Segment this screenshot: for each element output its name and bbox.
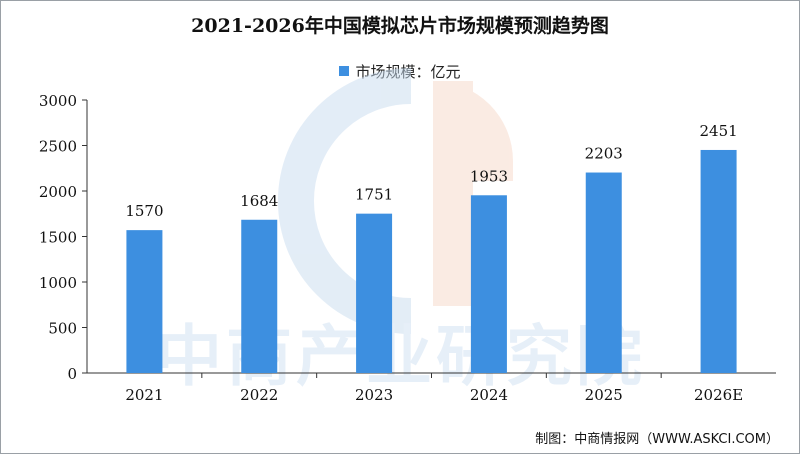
chart-title: 2021-2026年中国模拟芯片市场规模预测趋势图 xyxy=(191,15,609,37)
y-tick-label: 0 xyxy=(67,365,77,383)
bar xyxy=(700,149,737,373)
x-tick-label: 2025 xyxy=(585,386,623,404)
legend-swatch xyxy=(339,66,350,76)
source-note: 制图：中商情报网（WWW.ASKCI.COM） xyxy=(535,432,779,447)
data-label: 2203 xyxy=(585,145,623,163)
data-label: 1570 xyxy=(125,202,163,220)
data-label: 1953 xyxy=(470,167,508,185)
x-tick-label: 2021 xyxy=(125,386,163,404)
watermark-text: 中商产业研究院 xyxy=(156,318,646,395)
y-tick-label: 2500 xyxy=(39,138,77,156)
y-tick-label: 1000 xyxy=(39,274,77,292)
bar xyxy=(241,219,278,373)
data-label: 1684 xyxy=(240,192,278,210)
bar xyxy=(470,195,507,373)
data-label: 1751 xyxy=(355,186,393,204)
bar xyxy=(585,172,622,373)
y-tick-label: 3000 xyxy=(39,92,77,110)
y-tick-label: 1500 xyxy=(39,229,77,247)
bar xyxy=(356,213,393,373)
x-tick-label: 2026E xyxy=(694,386,743,404)
y-tick-label: 2000 xyxy=(39,183,77,201)
x-tick-label: 2024 xyxy=(470,386,508,404)
x-tick-label: 2023 xyxy=(355,386,393,404)
watermark-logo: 中商产业研究院 xyxy=(156,68,646,395)
bars: 1570 1684 1751 1953 2203 2451 xyxy=(125,122,738,373)
x-tick-label: 2022 xyxy=(240,386,278,404)
bar xyxy=(126,230,163,373)
y-tick-label: 500 xyxy=(48,320,77,338)
data-label: 2451 xyxy=(699,122,737,140)
axes: 0 500 1000 1500 2000 2500 3000 2021 2022 2023 2024… xyxy=(39,92,776,404)
